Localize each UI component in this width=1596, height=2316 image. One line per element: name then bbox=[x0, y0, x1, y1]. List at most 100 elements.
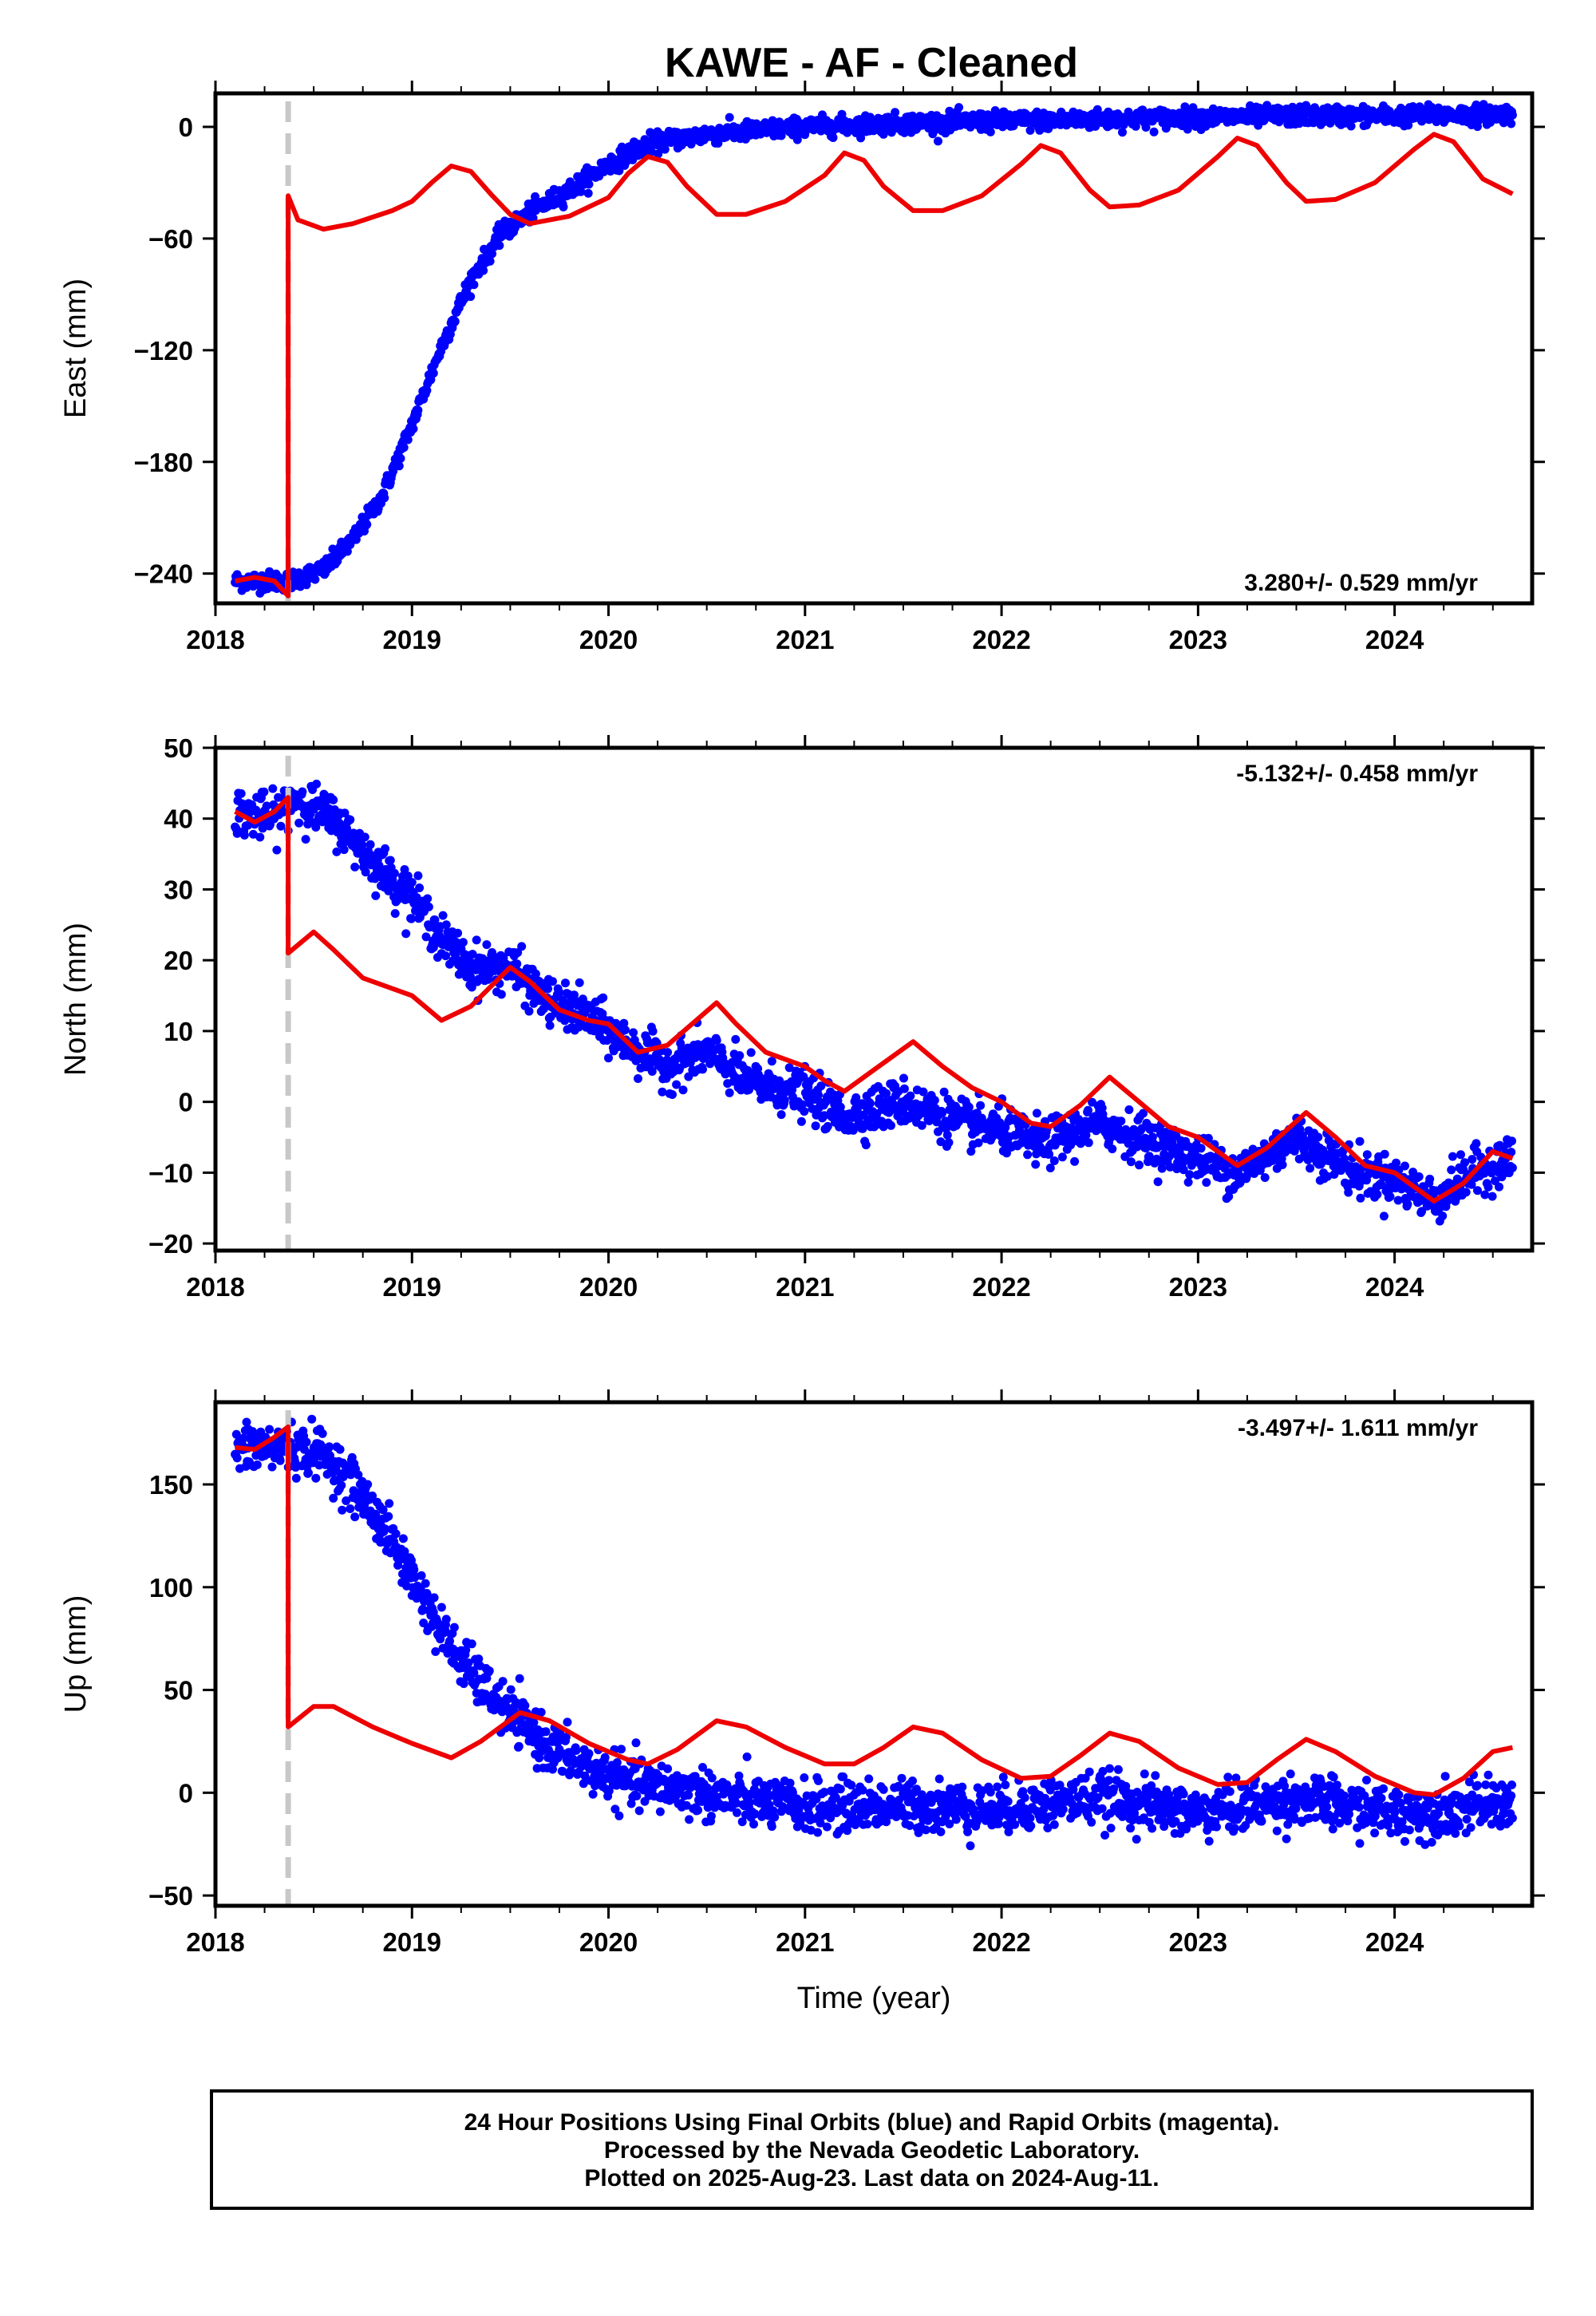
panel-2-observation-point bbox=[865, 1099, 875, 1109]
panel-3-observation-point bbox=[655, 1807, 665, 1816]
panel-3-observation-point bbox=[820, 1788, 829, 1797]
panel-2-observation-point bbox=[255, 832, 265, 842]
panel-2-observation-point bbox=[524, 1006, 534, 1016]
panel-1-observation-point bbox=[413, 405, 423, 415]
panel-3-observation-point bbox=[749, 1820, 758, 1829]
panel-2-observation-point bbox=[1290, 1146, 1299, 1156]
panel-3-observation-point bbox=[864, 1774, 874, 1784]
panel-3-observation-point bbox=[541, 1727, 551, 1737]
panel-2-observation-point bbox=[1344, 1188, 1353, 1197]
panel-3-observation-point bbox=[588, 1789, 598, 1799]
panel-2-x-tick-label: 2020 bbox=[579, 1272, 638, 1302]
panel-1-observation-point bbox=[466, 292, 476, 302]
panel-2-observation-point bbox=[745, 1085, 754, 1094]
panel-2-observation-point bbox=[1081, 1131, 1091, 1140]
panel-1-observation-point bbox=[396, 453, 405, 463]
panel-3-observation-point bbox=[702, 1783, 712, 1792]
panel-1-observation-point bbox=[614, 166, 624, 176]
panel-2-observation-point bbox=[232, 828, 242, 838]
panel-2-y-tick-label: 10 bbox=[164, 1017, 193, 1046]
panel-3-observation-point bbox=[514, 1741, 523, 1751]
panel-1-observation-point bbox=[495, 241, 504, 251]
panel-3-observation-point bbox=[232, 1453, 242, 1463]
panel-2-observation-point bbox=[1045, 1149, 1054, 1159]
panel-3-observation-point bbox=[548, 1765, 557, 1774]
panel-2-observation-point bbox=[1306, 1164, 1315, 1173]
panel-2-observation-point bbox=[512, 959, 522, 969]
panel-2-observation-point bbox=[543, 984, 553, 994]
panel-1-observation-point bbox=[531, 192, 540, 201]
panel-3-observation-point bbox=[536, 1708, 546, 1717]
panel-2-observation-point bbox=[811, 1121, 820, 1131]
panel-2-observation-point bbox=[814, 1090, 823, 1100]
panel-1-observation-point bbox=[660, 144, 670, 154]
panel-3-observation-point bbox=[467, 1639, 476, 1649]
panel-3-observation-point bbox=[498, 1677, 508, 1686]
panel-2-observation-point bbox=[332, 847, 342, 856]
panel-2-observation-point bbox=[400, 865, 409, 874]
panel-3-observation-point bbox=[338, 1505, 347, 1515]
panel-2-observation-point bbox=[976, 1101, 986, 1110]
panel-2-observation-point bbox=[663, 1048, 673, 1057]
panel-1-observation-point bbox=[409, 424, 418, 433]
panel-2-observation-point bbox=[421, 932, 431, 942]
panel-3-observation-point bbox=[693, 1805, 703, 1815]
panel-3-observation-point bbox=[469, 1668, 479, 1678]
panel-2-observation-point bbox=[1278, 1160, 1287, 1169]
panel-1-observation-point bbox=[1118, 128, 1127, 137]
panel-3-observation-point bbox=[325, 1442, 334, 1452]
panel-3-observation-point bbox=[337, 1480, 346, 1490]
panel-2-observation-point bbox=[1323, 1172, 1333, 1181]
panel-3-observation-point bbox=[879, 1784, 888, 1794]
panel-2-observation-point bbox=[1135, 1160, 1144, 1170]
panel-2-observation-point bbox=[598, 993, 608, 1002]
panel-2-observation-point bbox=[800, 1107, 809, 1117]
panel-2-observation-point bbox=[346, 815, 355, 824]
panel-2-observation-point bbox=[575, 978, 584, 987]
panel-3-observation-point bbox=[785, 1778, 795, 1788]
panel-2-observation-point bbox=[1425, 1174, 1435, 1184]
panel-3-observation-point bbox=[908, 1777, 917, 1785]
panel-2-observation-point bbox=[508, 971, 517, 981]
panel-2-observation-point bbox=[668, 1090, 677, 1099]
panel-2-observation-point bbox=[1483, 1182, 1493, 1192]
panel-2-observation-point bbox=[482, 940, 492, 950]
panel-2-observation-point bbox=[784, 1063, 794, 1073]
panel-3-observation-point bbox=[612, 1758, 622, 1767]
panel-2-observation-point bbox=[938, 1109, 947, 1118]
panel-3-observation-point bbox=[400, 1547, 409, 1556]
panel-3-observation-point bbox=[391, 1529, 401, 1539]
panel-2-observation-point bbox=[1165, 1162, 1175, 1172]
panel-1-observation-point bbox=[986, 127, 995, 136]
panel-1-observation-point bbox=[583, 188, 593, 198]
panel-2-observation-point bbox=[767, 1057, 776, 1066]
panel-1-x-tick-label: 2024 bbox=[1365, 625, 1424, 654]
panel-1-observation-point bbox=[1149, 127, 1159, 136]
panel-3-observation-point bbox=[580, 1771, 590, 1780]
panel-3-observation-point bbox=[342, 1496, 351, 1505]
panel-3-observation-point bbox=[561, 1733, 571, 1742]
panel-2: 2018 2019 2020 2021 2022 2023 2024−20−10010203… bbox=[59, 733, 1545, 1302]
panel-2-observation-point bbox=[1108, 1144, 1117, 1154]
panel-2-observation-point bbox=[236, 788, 246, 798]
panel-2-observation-point bbox=[1153, 1177, 1163, 1187]
panel-2-observation-point bbox=[1472, 1139, 1481, 1148]
panel-3-observation-point bbox=[770, 1812, 780, 1822]
panel-3-observation-point bbox=[742, 1752, 752, 1761]
panel-2-observation-point bbox=[555, 988, 564, 997]
panel-3-observation-point bbox=[335, 1445, 345, 1454]
panel-2-observation-point bbox=[365, 840, 375, 849]
panel-2-observation-point bbox=[1116, 1117, 1126, 1126]
panel-1-observation-point bbox=[934, 136, 942, 146]
panel-3-observation-point bbox=[737, 1817, 747, 1827]
panel-2-observation-point bbox=[458, 938, 468, 947]
panel-1-observation-point bbox=[342, 547, 352, 556]
panel-1-x-tick-label: 2020 bbox=[579, 625, 638, 654]
panel-1-y-tick-label: −60 bbox=[148, 224, 193, 254]
panel-1-model-line bbox=[235, 132, 1514, 599]
panel-2-observation-point bbox=[1057, 1152, 1067, 1162]
panel-3-observation-point bbox=[267, 1462, 277, 1472]
panel-2-observation-point bbox=[1356, 1193, 1365, 1203]
panel-1-observation-point bbox=[485, 256, 495, 266]
panel-2-observation-point bbox=[735, 1051, 745, 1061]
